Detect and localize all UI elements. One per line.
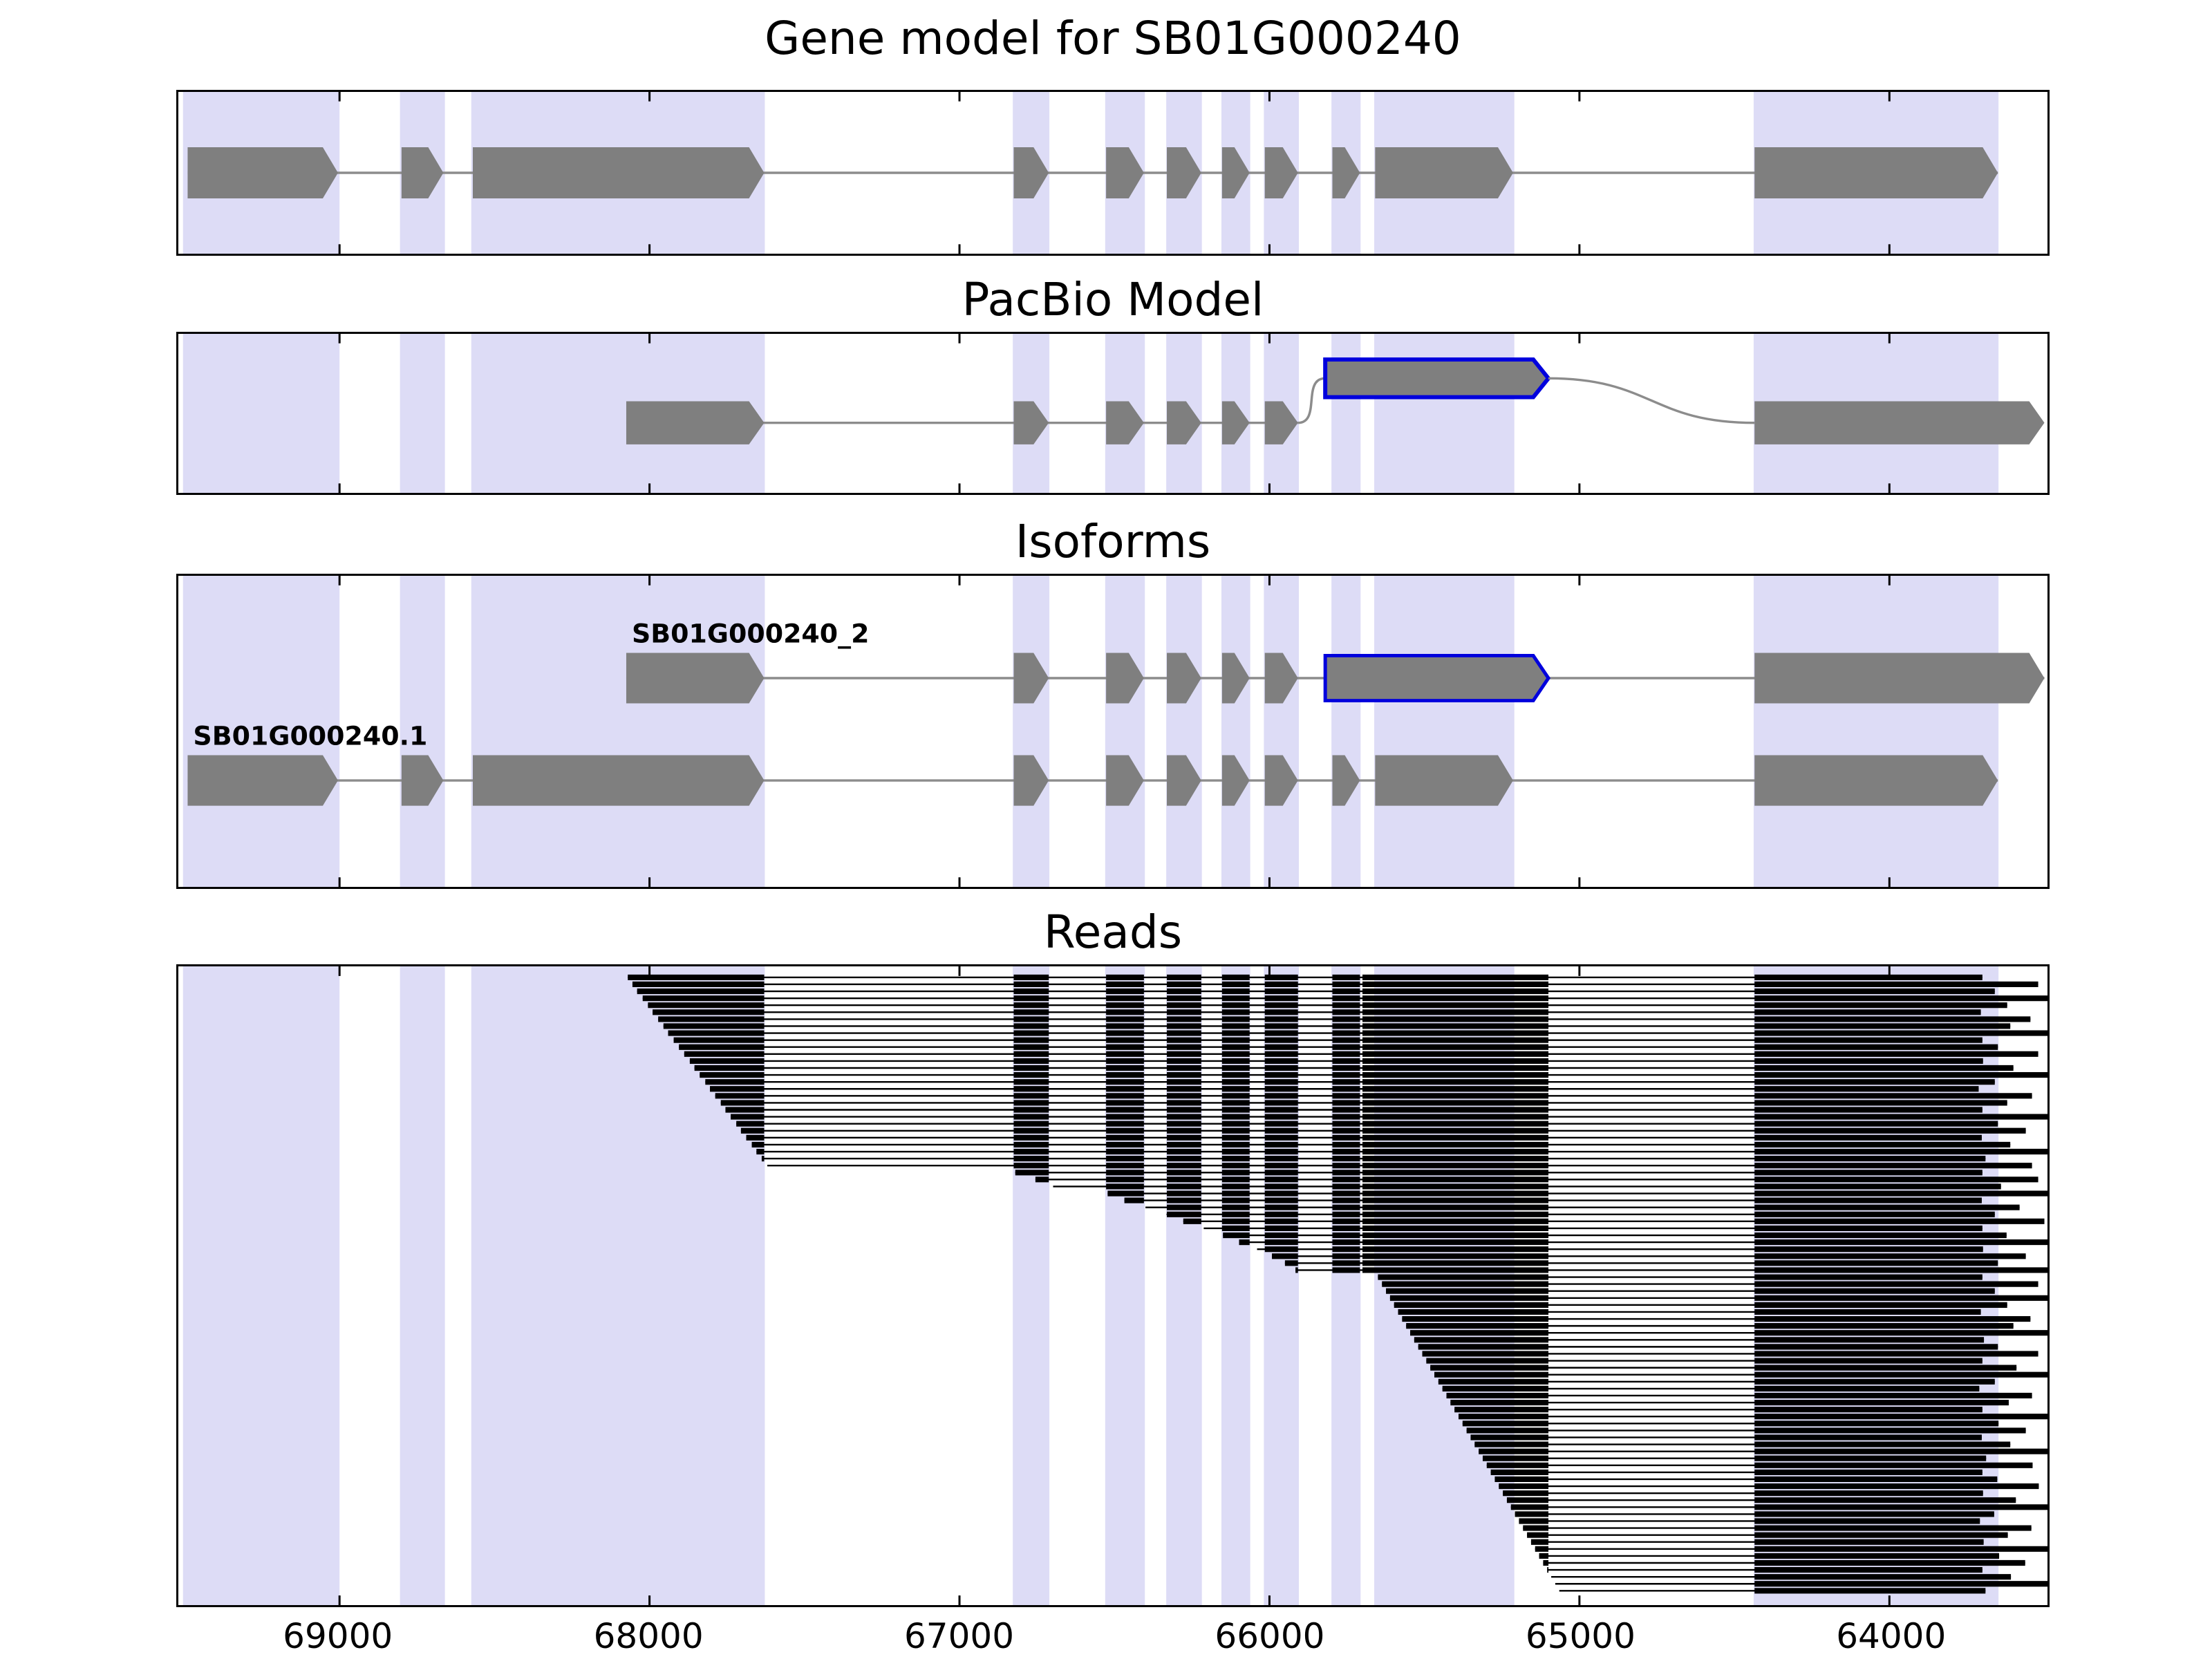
exon-band — [1013, 576, 1050, 887]
x-tick-label: 67000 — [904, 1616, 1015, 1656]
exon-band — [1264, 576, 1300, 887]
exon-band — [1105, 576, 1145, 887]
splice-curve — [1548, 377, 1755, 424]
exon-block — [626, 653, 765, 704]
exon-block — [1754, 401, 2045, 444]
exon-block — [1106, 755, 1144, 806]
exon-block — [1754, 755, 1998, 806]
exon-block — [1167, 147, 1201, 199]
highlighted-exon — [1323, 653, 1551, 703]
track-canvas — [182, 966, 2047, 1605]
track-canvas — [182, 92, 1999, 254]
pacbio-model-panel — [176, 332, 2050, 495]
exon-block — [1013, 755, 1049, 806]
reads-title: Reads — [1043, 906, 1183, 959]
exon-band — [471, 576, 765, 887]
exon-block — [1264, 653, 1298, 704]
exon-block — [1264, 401, 1298, 444]
exon-block — [1375, 147, 1513, 199]
exon-block — [1106, 653, 1144, 704]
isoforms-title: Isoforms — [1015, 515, 1211, 568]
highlighted-exon — [1323, 357, 1551, 400]
exon-block — [473, 147, 765, 199]
exon-band — [1166, 576, 1202, 887]
exon-block — [401, 755, 444, 806]
x-tick-label: 68000 — [593, 1616, 704, 1656]
exon-band — [182, 966, 340, 1605]
exon-block — [187, 755, 338, 806]
exon-block — [1013, 147, 1049, 199]
exon-band — [1331, 576, 1361, 887]
isoform-label: SB01G000240_2 — [632, 619, 870, 649]
gene-model-title: Gene model for SB01G000240 — [765, 12, 1461, 65]
x-tick-label: 64000 — [1836, 1616, 1947, 1656]
exon-block — [1167, 401, 1201, 444]
exon-block — [1013, 401, 1049, 444]
isoforms-panel: SB01G000240_2 SB01G000240.1 — [176, 574, 2050, 889]
exon-block — [1332, 147, 1360, 199]
exon-band — [1753, 576, 1999, 887]
exon-block — [1221, 401, 1250, 444]
exon-block — [473, 755, 765, 806]
splice-curve — [1297, 377, 1326, 424]
x-tick-label: 69000 — [283, 1616, 393, 1656]
exon-band — [400, 334, 445, 493]
exon-block — [1221, 653, 1250, 704]
exon-block — [626, 401, 765, 444]
exon-band — [400, 966, 445, 1605]
exon-band — [400, 576, 445, 887]
exon-block — [1754, 147, 1998, 199]
exon-band — [182, 334, 340, 493]
x-tick-label: 65000 — [1525, 1616, 1635, 1656]
exon-band — [182, 576, 340, 887]
exon-block — [1221, 755, 1250, 806]
x-axis-labels: 69000 68000 67000 66000 65000 64000 — [0, 1616, 2212, 1659]
exon-block — [1106, 147, 1144, 199]
exon-band — [1221, 576, 1250, 887]
exon-block — [401, 147, 444, 199]
exon-block — [1264, 755, 1298, 806]
isoform-label: SB01G000240.1 — [193, 721, 427, 751]
x-tick-label: 66000 — [1215, 1616, 1325, 1656]
exon-block — [1332, 755, 1360, 806]
track-canvas: SB01G000240_2 SB01G000240.1 — [182, 576, 2045, 887]
reads-panel — [176, 964, 2050, 1607]
exon-block — [1013, 653, 1049, 704]
exon-block — [1167, 653, 1201, 704]
exon-block — [187, 147, 338, 199]
exon-block — [1221, 147, 1250, 199]
exon-band — [1374, 576, 1515, 887]
pacbio-model-title: PacBio Model — [962, 273, 1264, 326]
exon-block — [1264, 147, 1298, 199]
exon-block — [1375, 755, 1513, 806]
exon-block — [1754, 653, 2045, 704]
exon-block — [1167, 755, 1201, 806]
exon-block — [1106, 401, 1144, 444]
track-canvas — [182, 334, 2045, 493]
gene-model-panel — [176, 90, 2050, 256]
